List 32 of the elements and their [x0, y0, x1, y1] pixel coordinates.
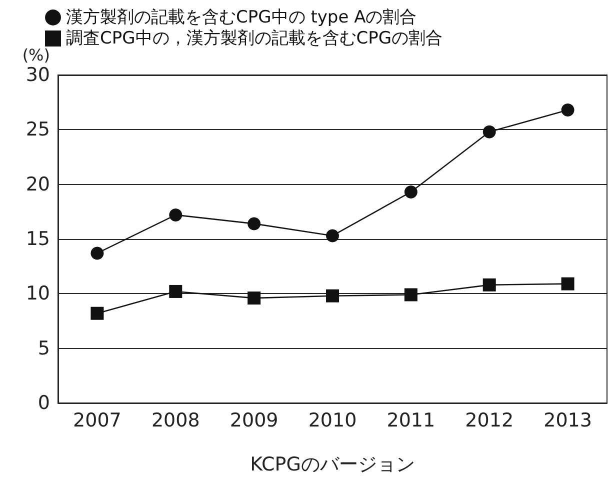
- point: [90, 246, 104, 260]
- point: [482, 125, 496, 138]
- point: [248, 292, 261, 305]
- y-tick-label: 20: [26, 173, 50, 196]
- point: [482, 278, 496, 292]
- y-tick-label: 25: [26, 118, 50, 141]
- y-tick-label: 0: [38, 392, 50, 414]
- x-tick-label: 2010: [308, 410, 357, 432]
- y-tick-label: 10: [26, 282, 50, 305]
- x-tick-label: 2009: [230, 410, 278, 432]
- y-axis-title: (%): [22, 46, 50, 64]
- legend-label: 漢方製剤の記載を含むCPG中の type Aの割合: [66, 8, 417, 28]
- point: [169, 284, 182, 298]
- point: [326, 289, 339, 302]
- point: [561, 277, 574, 290]
- legend-label: 調査CPG中の，漢方製剤の記載を含むCPGの割合: [66, 28, 443, 48]
- point: [404, 288, 418, 302]
- x-tick-label: 2011: [386, 410, 436, 432]
- point: [326, 229, 339, 242]
- point: [561, 103, 574, 116]
- x-tick-label: 2008: [151, 410, 200, 432]
- x-tick-label: 2012: [465, 410, 514, 432]
- point: [90, 306, 104, 320]
- y-tick-label: 5: [38, 337, 50, 360]
- point: [404, 185, 418, 198]
- y-tick-label: 15: [26, 228, 50, 250]
- point: [248, 217, 261, 230]
- x-tick-label: 2013: [544, 410, 592, 432]
- point: [169, 208, 182, 222]
- x-axis-title: KCPGのバージョン: [250, 454, 415, 476]
- x-tick-label: 2007: [73, 410, 122, 432]
- y-tick-label: 30: [26, 64, 50, 86]
